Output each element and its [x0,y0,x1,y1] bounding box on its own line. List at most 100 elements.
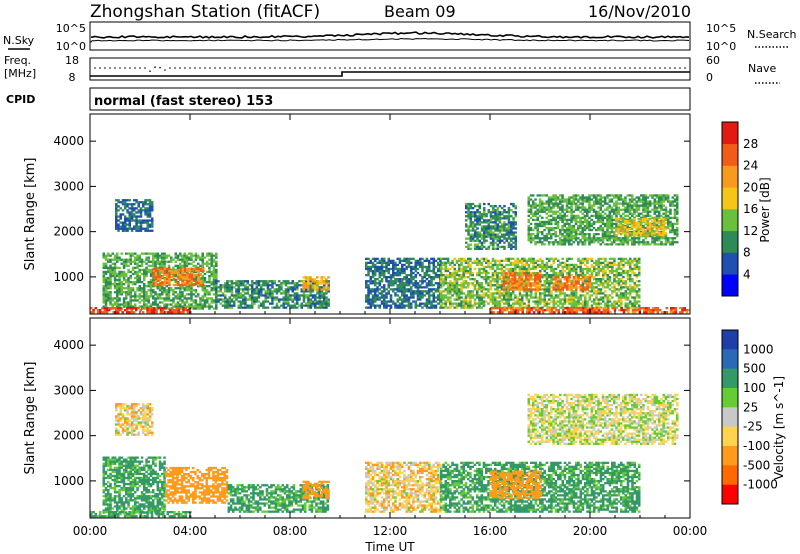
heatmap-cell [144,199,147,202]
heatmap-cell [527,198,530,201]
heatmap-cell [543,288,546,291]
heatmap-cell [387,267,390,271]
heatmap-cell [410,306,413,309]
heatmap-cell [529,212,533,215]
heatmap-cell [118,281,121,284]
heatmap-cell [467,209,470,212]
heatmap-cell [131,272,135,276]
heatmap-cell [296,306,299,309]
heatmap-cell [116,289,119,292]
heatmap-cell [143,270,146,274]
heatmap-cell [485,225,488,228]
heatmap-cell [183,256,186,259]
heatmap-cell [172,289,175,292]
heatmap-cell [149,289,153,292]
heatmap-cell [309,300,313,303]
nave-dot [379,67,381,69]
heatmap-cell [460,300,463,303]
heatmap-cell [129,276,132,280]
heatmap-cell [496,302,499,305]
heatmap-cell [482,276,486,279]
heatmap-cell [539,298,542,301]
heatmap-cell [201,276,204,280]
heatmap-cell [554,202,557,205]
heatmap-cell [586,288,589,291]
heatmap-cell [120,262,123,265]
heatmap-cell [203,276,207,280]
heatmap-cell [307,276,310,279]
heatmap-cell [371,265,375,269]
heatmap-cell [296,286,299,289]
heatmap-cell [498,261,502,264]
heatmap-cell [631,278,634,281]
heatmap-cell [446,298,450,301]
heatmap-cell [325,292,328,295]
heatmap-cell [638,261,641,264]
heatmap-cell [398,274,402,277]
heatmap-cell [529,194,533,197]
heatmap-cell [215,304,218,307]
heatmap-cell [282,298,285,301]
heatmap-cell [394,267,397,271]
heatmap-cell [476,247,479,250]
heatmap-cell [156,262,159,265]
heatmap-cell [633,304,636,307]
heatmap-cell [437,276,440,279]
heatmap-cell [579,239,582,242]
heatmap-cell [138,289,141,292]
heatmap-cell [504,272,508,275]
heatmap-cell [194,307,198,310]
heatmap-cell [494,213,497,216]
heatmap-cell [552,300,555,303]
heatmap-cell [507,294,510,297]
heatmap-cell [541,274,544,277]
heatmap-cell [300,294,303,297]
date-label: 16/Nov/2010 [588,2,691,21]
heatmap-cell [446,306,450,309]
heatmap-cell [631,267,634,271]
heatmap-cell [323,304,326,307]
heatmap-cell [107,299,110,302]
heatmap-cell [190,273,194,276]
heatmap-cell [554,222,557,226]
heatmap-cell [568,235,571,238]
heatmap-cell [165,289,169,292]
heatmap-cell [147,283,150,286]
heatmap-cell [394,280,397,283]
heatmap-cell [444,304,447,307]
heatmap-cell [552,202,555,205]
heatmap-cell [104,270,108,274]
heatmap-cell [136,278,139,282]
heatmap-cell [565,228,569,232]
heatmap-cell [215,256,218,259]
heatmap-cell [309,276,312,279]
heatmap-cell [514,284,517,287]
heatmap-cell [197,277,200,281]
heatmap-cell [577,214,580,217]
heatmap-cell [527,214,530,217]
heatmap-cell [572,282,576,285]
heatmap-cell [389,259,393,262]
heatmap-cell [575,282,578,285]
heatmap-cell [206,262,209,265]
heatmap-cell [503,223,506,226]
heatmap-cell [602,296,605,299]
heatmap-cell [179,267,182,270]
heatmap-cell [387,286,390,289]
heatmap-cell [550,228,553,232]
nave-dot [674,67,676,69]
heatmap-cell [536,210,539,213]
heatmap-cell [491,280,495,283]
heatmap-cell [410,296,413,299]
heatmap-cell [604,271,607,275]
heatmap-cell [631,302,634,305]
heatmap-cell [509,296,513,299]
heatmap-cell [201,281,204,284]
heatmap-cell [617,284,621,287]
heatmap-cell [458,296,461,299]
heatmap-cell [548,284,551,287]
heatmap-cell [398,296,402,299]
heatmap-cell [534,204,537,207]
heatmap-cell [507,272,510,275]
heatmap-cell [192,293,195,296]
